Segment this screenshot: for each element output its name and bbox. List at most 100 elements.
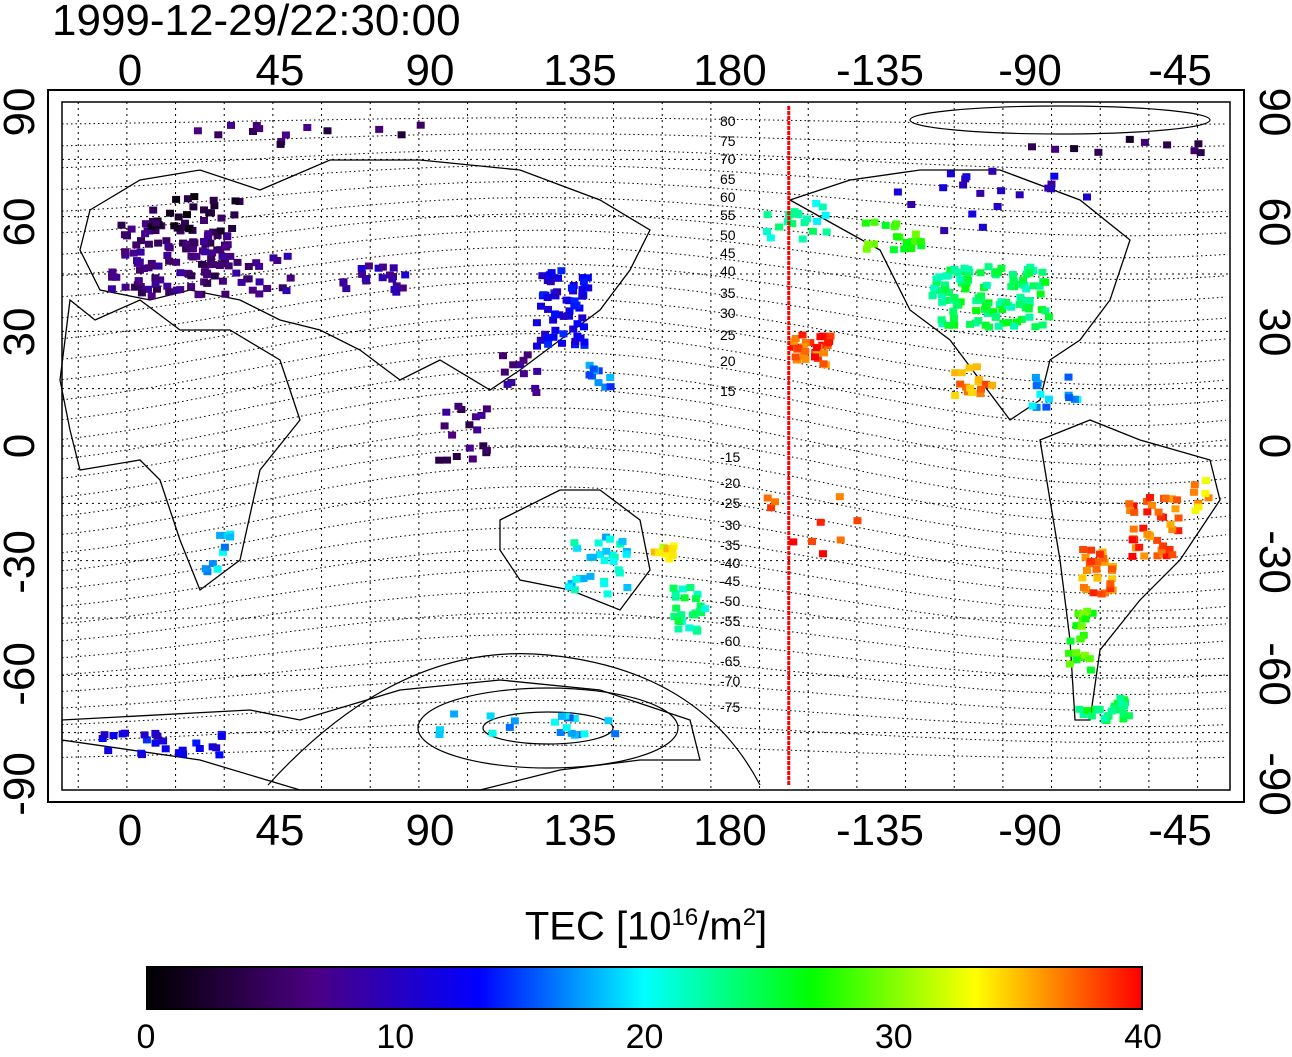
tec-data-point xyxy=(1190,488,1198,496)
tec-data-point xyxy=(1143,508,1152,516)
tec-data-point xyxy=(963,275,972,283)
tec-data-point xyxy=(788,220,797,228)
contour-label: 60 xyxy=(720,189,736,205)
tec-data-point xyxy=(1041,278,1050,286)
tec-data-point xyxy=(1089,589,1098,597)
tec-data-point xyxy=(977,385,985,393)
tec-data-point xyxy=(209,228,218,236)
tec-data-point xyxy=(555,311,564,319)
tec-data-point xyxy=(187,272,196,280)
tec-data-point xyxy=(822,228,831,236)
tec-data-point xyxy=(499,352,507,360)
tec-data-point xyxy=(952,300,961,308)
tec-data-point xyxy=(1002,299,1011,306)
tec-data-point xyxy=(1081,553,1090,561)
tec-data-point xyxy=(244,263,253,270)
tec-data-point xyxy=(1051,145,1060,153)
tec-data-point xyxy=(1099,555,1108,562)
magnetic-contour xyxy=(61,548,1227,612)
tec-data-point xyxy=(685,624,694,632)
tec-data-point xyxy=(189,203,198,211)
tec-data-point xyxy=(917,242,926,250)
tec-data-point xyxy=(137,289,146,297)
tec-data-point xyxy=(1041,307,1050,315)
tec-data-point xyxy=(546,278,555,286)
tec-data-point xyxy=(222,243,231,251)
tec-data-point xyxy=(500,368,509,376)
tec-data-point xyxy=(1008,271,1017,278)
tec-data-point xyxy=(397,131,406,139)
bottom-tick-label: 180 xyxy=(693,806,766,855)
tec-data-point xyxy=(450,710,459,718)
tec-data-point xyxy=(983,310,992,317)
tec-data-point xyxy=(1071,395,1079,403)
contour-label: 15 xyxy=(720,383,736,399)
tec-data-point xyxy=(1065,394,1074,402)
tec-data-point xyxy=(578,314,587,322)
tec-data-point xyxy=(151,227,160,235)
tec-data-point xyxy=(801,347,810,355)
tec-data-point xyxy=(388,275,397,283)
colorbar-tick-label: 10 xyxy=(376,1018,415,1056)
tec-data-point xyxy=(900,245,909,253)
tec-data-point xyxy=(1153,552,1162,560)
tec-data-point xyxy=(951,369,960,377)
tec-data-point xyxy=(812,344,821,352)
tec-data-point xyxy=(547,269,556,277)
contour-label: -45 xyxy=(720,573,740,589)
tec-data-point xyxy=(138,751,146,759)
tec-data-point xyxy=(946,266,955,274)
tec-data-point xyxy=(98,735,107,742)
tec-data-point xyxy=(836,536,845,544)
magnetic-contour xyxy=(61,446,1227,523)
tec-data-point xyxy=(558,712,566,720)
tec-data-point xyxy=(553,288,562,296)
magnetic-contour xyxy=(61,407,1227,485)
top-tick-label: -45 xyxy=(1148,46,1212,95)
tec-data-point xyxy=(962,383,970,391)
tec-data-point xyxy=(223,232,232,240)
tec-data-point xyxy=(1007,282,1016,290)
tec-data-point xyxy=(1081,615,1090,623)
tec-data-point xyxy=(1028,402,1037,410)
contour-label: 70 xyxy=(720,151,736,167)
tec-data-point xyxy=(100,731,109,739)
tec-data-point xyxy=(573,544,582,552)
tec-data-point xyxy=(907,201,916,208)
tec-data-point xyxy=(1173,496,1182,504)
magnetic-contour xyxy=(61,213,1227,259)
tec-data-point xyxy=(559,312,568,320)
right-tick-label: 60 xyxy=(1250,198,1292,247)
bottom-tick-label: -90 xyxy=(998,806,1062,855)
tec-data-point xyxy=(978,223,987,231)
tec-data-point xyxy=(364,262,373,270)
magnetic-contour xyxy=(61,388,1227,466)
tec-data-point xyxy=(227,121,235,129)
tec-data-point xyxy=(562,724,571,732)
tec-data-point xyxy=(172,258,181,266)
tec-data-point xyxy=(532,389,541,396)
tec-data-point xyxy=(133,257,141,265)
magnetic-contour xyxy=(61,133,1227,148)
tec-data-point xyxy=(1076,635,1085,643)
tec-data-point xyxy=(961,285,970,293)
tec-data-point xyxy=(800,219,809,227)
tec-data-point xyxy=(452,453,461,460)
tec-data-point xyxy=(1079,583,1088,591)
tec-data-point xyxy=(930,284,939,292)
tec-data-point xyxy=(661,550,670,558)
contour-labels: 80 75 70 65 60 55 50 45 40 35 30 25 20 15 -15 -20 -25 -30… xyxy=(720,113,740,715)
tec-data-point xyxy=(594,379,603,387)
tec-data-point xyxy=(1194,140,1203,148)
tec-data-point xyxy=(766,234,775,242)
tec-data-point xyxy=(989,308,998,316)
tec-data-point xyxy=(448,431,457,439)
tec-data-point xyxy=(1074,610,1083,618)
tec-data-point xyxy=(151,274,160,282)
tec-data-point xyxy=(435,726,444,734)
tec-data-point xyxy=(819,360,828,368)
tec-data-point xyxy=(203,271,212,279)
tec-data-point xyxy=(767,504,776,512)
tec-data-point xyxy=(1038,321,1047,329)
tec-data-point xyxy=(209,261,218,269)
